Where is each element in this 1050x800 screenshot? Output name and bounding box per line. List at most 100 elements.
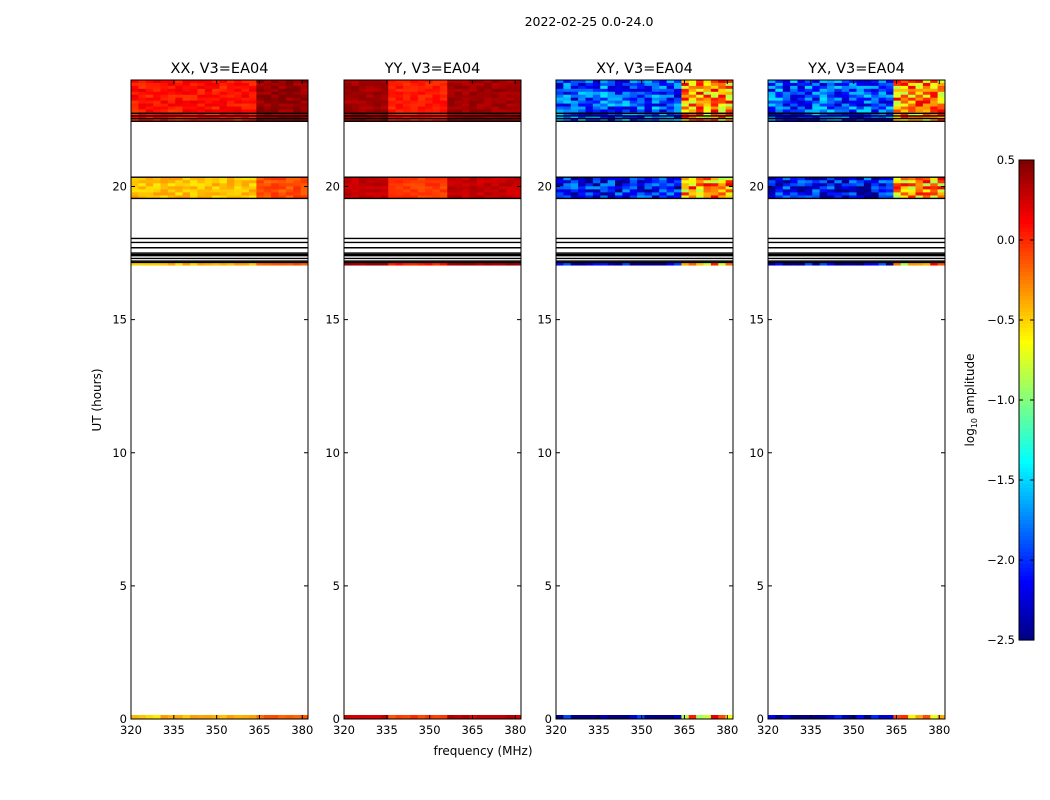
data-cell	[834, 106, 843, 110]
data-cell	[403, 88, 411, 93]
data-cell	[469, 192, 478, 196]
data-cell	[834, 183, 843, 187]
data-cell	[278, 262, 287, 266]
data-block	[344, 80, 522, 122]
data-cell	[403, 715, 411, 720]
data-cell	[380, 109, 389, 113]
data-cell	[204, 91, 213, 96]
data-cell	[506, 262, 515, 266]
data-cell	[688, 183, 697, 187]
data-cell	[256, 97, 265, 102]
data-cell	[804, 195, 813, 199]
data-cell	[937, 88, 946, 93]
data-cell	[674, 195, 682, 199]
data-cell	[145, 91, 154, 96]
data-cell	[819, 112, 828, 116]
data-cell	[841, 88, 850, 93]
data-cell	[644, 115, 653, 119]
data-cell	[300, 189, 309, 193]
data-cell	[131, 115, 139, 119]
data-cell	[498, 112, 507, 116]
data-cell	[703, 195, 712, 199]
data-cell	[344, 118, 352, 122]
colorbar-segment	[1019, 548, 1034, 553]
colorbar-segment	[1019, 604, 1034, 609]
data-cell	[182, 180, 191, 184]
data-cell	[893, 115, 902, 119]
data-cell	[439, 106, 448, 110]
data-cell	[570, 195, 579, 199]
data-cell	[153, 88, 161, 93]
data-cell	[886, 715, 894, 720]
data-cell	[659, 192, 668, 196]
data-cell	[607, 195, 616, 199]
data-cell	[469, 97, 478, 102]
data-cell	[585, 118, 594, 122]
data-cell	[182, 177, 191, 181]
data-cell	[622, 180, 631, 184]
data-cell	[447, 115, 456, 119]
data-cell	[871, 100, 880, 105]
x-tick-label: 320	[333, 723, 355, 737]
data-cell	[167, 177, 176, 181]
data-cell	[439, 94, 448, 99]
data-cell	[600, 189, 609, 193]
data-cell	[388, 109, 397, 113]
data-cell	[812, 715, 821, 720]
data-cell	[491, 115, 500, 119]
data-cell	[651, 177, 660, 181]
data-cell	[417, 103, 426, 108]
data-cell	[790, 103, 798, 108]
colorbar-segment	[1019, 264, 1034, 269]
data-cell	[725, 80, 734, 84]
data-cell	[622, 85, 631, 90]
data-cell	[908, 192, 916, 196]
data-cell	[498, 177, 507, 181]
data-cell	[417, 100, 426, 105]
data-cell	[498, 186, 507, 190]
data-cell	[439, 195, 448, 199]
data-cell	[388, 195, 397, 199]
data-cell	[153, 100, 161, 105]
data-cell	[827, 106, 835, 110]
data-cell	[585, 82, 594, 87]
data-cell	[659, 82, 668, 87]
data-cell	[351, 715, 360, 720]
data-cell	[937, 103, 946, 108]
data-cell	[937, 100, 946, 105]
data-cell	[922, 109, 931, 113]
data-cell	[688, 715, 697, 720]
data-cell	[469, 94, 478, 99]
data-cell	[300, 82, 309, 87]
data-cell	[447, 91, 456, 96]
data-cell	[797, 177, 806, 181]
data-cell	[358, 715, 367, 720]
data-cell	[249, 177, 257, 181]
data-cell	[241, 82, 250, 87]
data-cell	[145, 106, 154, 110]
data-cell	[197, 180, 206, 184]
data-cell	[403, 195, 411, 199]
data-cell	[718, 715, 727, 720]
data-cell	[666, 262, 675, 266]
data-cell	[615, 103, 623, 108]
data-cell	[915, 115, 924, 119]
data-cell	[563, 189, 572, 193]
data-cell	[256, 100, 265, 105]
data-cell	[506, 91, 515, 96]
data-cell	[462, 91, 470, 96]
data-cell	[491, 91, 500, 96]
data-cell	[293, 85, 302, 90]
data-cell	[834, 180, 843, 184]
data-cell	[476, 85, 485, 90]
data-cell	[585, 80, 594, 84]
x-tick-label: 365	[248, 723, 270, 737]
data-cell	[922, 80, 931, 84]
data-cell	[366, 88, 374, 93]
data-cell	[366, 715, 374, 720]
data-cell	[373, 97, 382, 102]
data-cell	[167, 85, 176, 90]
data-cell	[358, 115, 367, 119]
data-cell	[373, 118, 382, 122]
data-cell	[937, 112, 946, 116]
